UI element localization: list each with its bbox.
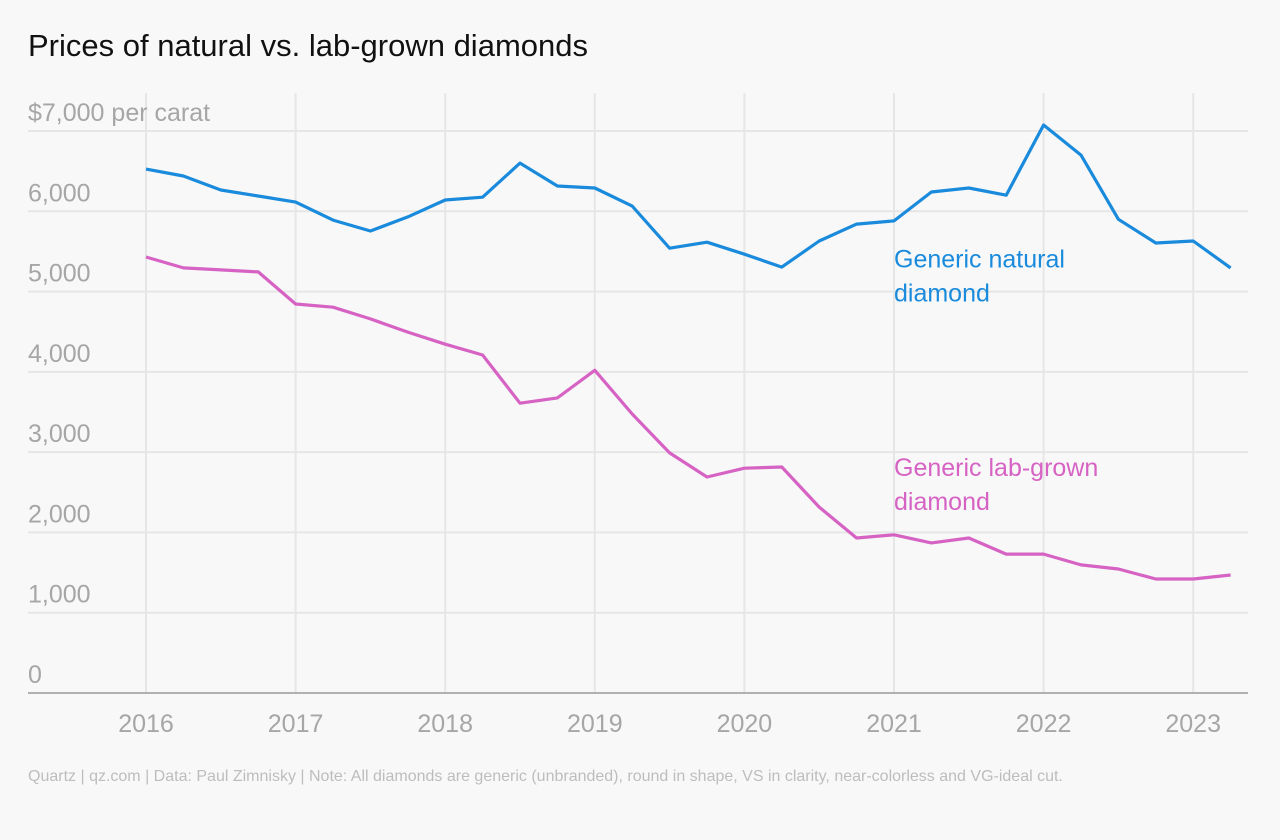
chart-title: Prices of natural vs. lab-grown diamonds xyxy=(28,28,588,63)
axes: 2016 2017 2018 2019 2020 2021 2022 2023 0 1,000 2,… xyxy=(28,99,1248,738)
x-tick-label: 2017 xyxy=(268,710,324,738)
x-tick-label: 2019 xyxy=(567,710,623,738)
x-tick-label: 2023 xyxy=(1165,710,1221,738)
series-label: diamond xyxy=(894,488,990,516)
x-tick-label: 2018 xyxy=(417,710,473,738)
y-tick-label: 3,000 xyxy=(28,420,91,448)
series-label: Generic lab-grown xyxy=(894,454,1098,482)
y-tick-label: 1,000 xyxy=(28,581,91,609)
series-label: diamond xyxy=(894,279,990,307)
series-line-0 xyxy=(145,123,1232,270)
y-tick-label: 0 xyxy=(28,661,42,689)
series-labels: Generic natural diamond Generic lab-grown d… xyxy=(894,245,1098,516)
y-tick-label: 2,000 xyxy=(28,500,91,528)
y-tick-label: 5,000 xyxy=(28,260,91,288)
x-tick-label: 2016 xyxy=(118,710,174,738)
x-tick-label: 2022 xyxy=(1016,710,1072,738)
y-tick-label: 6,000 xyxy=(28,179,91,207)
y-tick-label: $7,000 per carat xyxy=(28,99,210,127)
y-tick-label: 4,000 xyxy=(28,340,91,368)
x-tick-label: 2021 xyxy=(866,710,922,738)
line-chart: 2016 2017 2018 2019 2020 2021 2022 2023 0 1,000 2,… xyxy=(28,93,1248,738)
series-line-1 xyxy=(145,255,1231,581)
series-label: Generic natural xyxy=(894,245,1065,273)
grid xyxy=(28,93,1248,693)
source-note: Quartz | qz.com | Data: Paul Zimnisky | … xyxy=(28,768,1063,785)
x-tick-label: 2020 xyxy=(717,710,773,738)
series-lines xyxy=(145,123,1232,581)
